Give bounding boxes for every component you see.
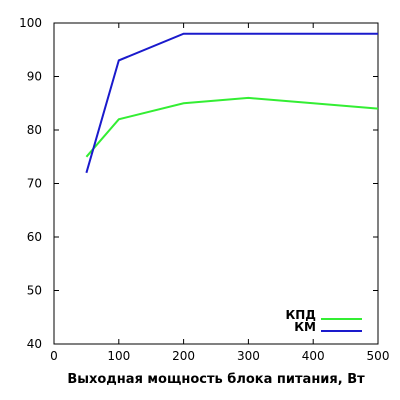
x-tick-label: 400 xyxy=(302,349,325,363)
x-tick-label: 200 xyxy=(172,349,195,363)
y-tick-label: 50 xyxy=(27,284,42,298)
ticks-layer: 40 50 60 70 80 90 100 0 100 200 300 400 500 xyxy=(19,16,389,363)
series-line-1 xyxy=(85,96,379,158)
legend-label: КМ xyxy=(294,320,316,334)
x-tick-label: 0 xyxy=(50,349,58,363)
series-line-2 xyxy=(85,32,378,174)
legend-label: КПД xyxy=(285,308,316,322)
y-tick-label: 70 xyxy=(27,177,42,191)
y-tick-label: 90 xyxy=(27,70,42,84)
x-tick-label: 500 xyxy=(367,349,390,363)
plot-frame xyxy=(53,22,379,345)
x-tick-label: 300 xyxy=(237,349,260,363)
y-tick-label: 100 xyxy=(19,16,42,30)
y-tick-label: 60 xyxy=(27,230,42,244)
x-tick-label: 100 xyxy=(107,349,130,363)
y-tick-label: 40 xyxy=(27,337,42,351)
x-axis-title: Выходная мощность блока питания, Вт xyxy=(67,372,365,387)
y-tick-label: 80 xyxy=(27,123,42,137)
series-layer xyxy=(85,32,379,174)
